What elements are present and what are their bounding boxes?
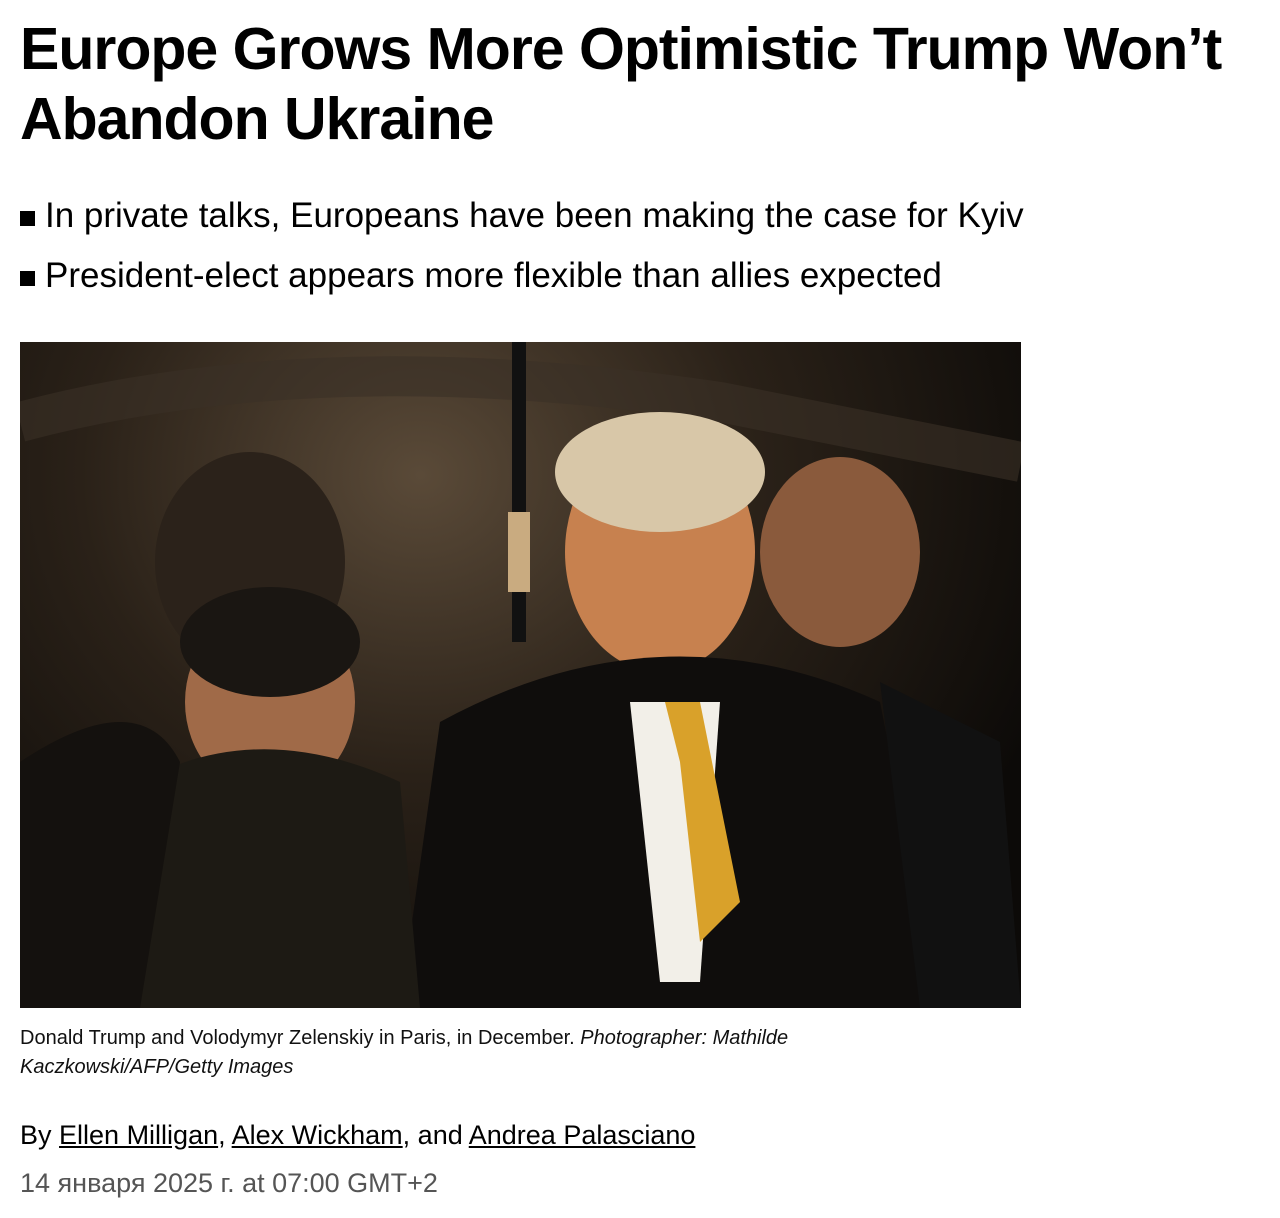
summary-bullet: President-elect appears more flexible th…	[20, 246, 1024, 306]
square-bullet-icon	[20, 270, 35, 286]
author-link[interactable]: Ellen Milligan	[59, 1120, 219, 1150]
separator: ,	[218, 1120, 226, 1150]
byline: By Ellen Milligan, Alex Wickham, and And…	[20, 1120, 695, 1151]
bullet-text: President-elect appears more flexible th…	[45, 256, 942, 295]
summary-bullet: In private talks, Europeans have been ma…	[20, 186, 1024, 246]
separator: , and	[402, 1120, 463, 1150]
photo-caption: Donald Trump and Volodymyr Zelenskiy in …	[20, 1024, 980, 1082]
author-link[interactable]: Andrea Palasciano	[468, 1120, 696, 1150]
headline: Europe Grows More Optimistic Trump Won’t…	[20, 16, 1222, 152]
lead-photo	[20, 342, 1021, 1008]
photo-credit: Photographer: Mathilde Kaczkowski/AFP/Ge…	[20, 1027, 789, 1078]
photo-illustration	[20, 342, 1021, 1008]
summary-bullets: In private talks, Europeans have been ma…	[20, 186, 1024, 306]
bullet-text: In private talks, Europeans have been ma…	[45, 196, 1024, 235]
publish-date: 14 января 2025 г. at 07:00 GMT+2	[20, 1168, 438, 1198]
square-bullet-icon	[20, 210, 35, 226]
caption-text: Donald Trump and Volodymyr Zelenskiy in …	[20, 1027, 575, 1049]
author-link[interactable]: Alex Wickham	[231, 1120, 403, 1150]
byline-prefix: By	[20, 1120, 52, 1150]
